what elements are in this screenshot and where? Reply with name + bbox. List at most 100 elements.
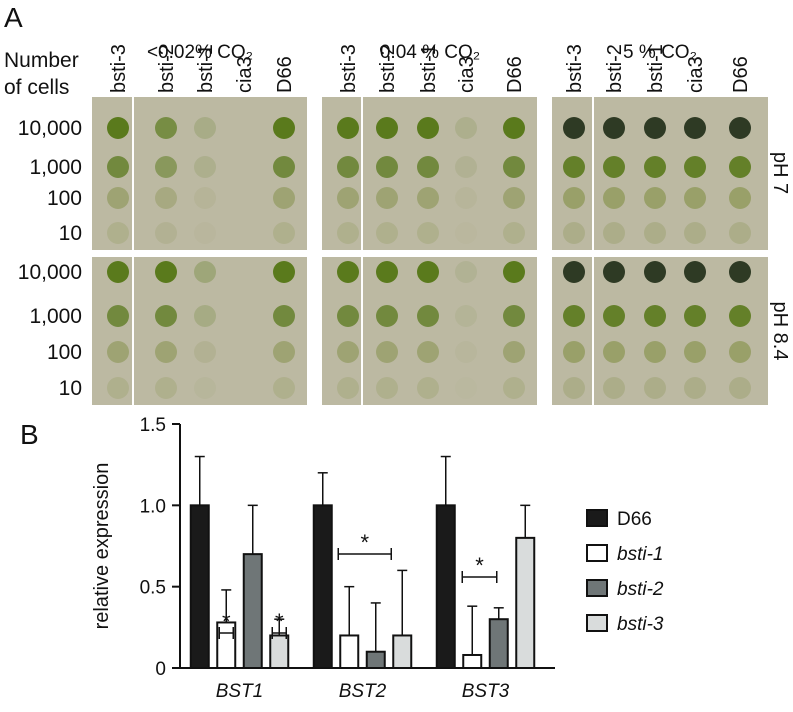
cell-spot [455,305,477,327]
cell-spot [503,305,525,327]
cell-spot [194,187,216,209]
cell-count: 10 [59,377,82,400]
strain-label: bsti-3 [108,44,130,93]
cell-spot [376,377,398,399]
cell-count: 100 [47,187,82,210]
cell-spot [563,305,585,327]
cell-spot [603,305,625,327]
x-tick-label: BST2 [339,681,387,702]
cell-spot [107,305,129,327]
cell-spot [155,117,177,139]
bar [339,634,360,670]
cell-spot [337,187,359,209]
cell-spot [455,222,477,244]
cell-spot [644,261,666,283]
cell-spot [563,156,585,178]
cell-spot [194,117,216,139]
strain-label: bsti-1 [195,44,217,93]
bar [242,553,263,670]
cell-spot [684,341,706,363]
strain-label: bsti-3 [564,44,586,93]
cell-spot [563,341,585,363]
cell-spot [194,305,216,327]
cell-spot [684,377,706,399]
strain-label: cia3 [234,56,256,93]
condition-label: <0.02% CO₂ [147,42,253,63]
cell-spot [107,261,129,283]
bar [189,504,210,670]
bar [392,634,413,670]
significance: * [275,609,284,634]
y-tick-label: 1.0 [140,496,166,517]
plate-photo [92,257,307,405]
cell-spot [337,305,359,327]
cell-spot [155,305,177,327]
cell-spot [684,305,706,327]
cell-spot [376,156,398,178]
cell-spot [603,261,625,283]
y-tick-label: 0.5 [140,578,166,599]
cell-spot [107,156,129,178]
cell-spot [107,117,129,139]
legend-swatch [586,614,608,632]
cell-spot [563,261,585,283]
cell-spot [107,377,129,399]
cell-spot [503,117,525,139]
cell-spot [455,187,477,209]
cell-spot [337,156,359,178]
cell-spot [417,117,439,139]
cell-spot [644,341,666,363]
cell-spot [155,341,177,363]
significance: * [360,530,369,555]
strain-label: cia3 [456,56,478,93]
cell-spot [155,156,177,178]
strain-label: bsti-3 [338,44,360,93]
cell-spot [503,156,525,178]
cell-spot [273,261,295,283]
cell-spot [729,377,751,399]
cell-spot [644,222,666,244]
significance: * [475,553,484,578]
cell-spot [684,261,706,283]
cell-spot [376,305,398,327]
cell-spot [684,156,706,178]
cell-spot [729,305,751,327]
legend-label: bsti-2 [617,579,664,600]
cell-spot [503,261,525,283]
cell-spot [107,341,129,363]
cell-spot [155,222,177,244]
strain-label: cia3 [685,56,707,93]
strain-label: bsti-1 [645,44,667,93]
strain-label: bsti-1 [418,44,440,93]
legend-label: D66 [617,509,652,530]
cell-spot [603,341,625,363]
cell-spot [644,117,666,139]
strain-label: D66 [274,56,296,93]
cell-spot [729,117,751,139]
cell-spot [417,377,439,399]
ph-label: pH 7 [769,152,791,194]
row-header: of cells [4,76,69,99]
cell-spot [273,305,295,327]
condition-label: 0.04 % CO₂ [380,42,480,63]
cell-spot [503,222,525,244]
strain-label: bsti-2 [377,44,399,93]
legend-label: bsti-3 [617,614,664,635]
cell-spot [417,222,439,244]
cell-spot [603,187,625,209]
panel-label: A [4,2,23,33]
bar [312,504,333,670]
cell-spot [155,377,177,399]
row-header: Number [4,49,79,72]
bar [435,504,456,670]
cell-spot [194,341,216,363]
legend-swatch [586,544,608,562]
cell-spot [417,261,439,283]
cell-spot [273,377,295,399]
strain-label: D66 [730,56,752,93]
ph-label: pH 8.4 [769,302,791,361]
cell-spot [684,187,706,209]
significance: * [222,609,231,634]
strain-label: bsti-2 [604,44,626,93]
cell-spot [194,156,216,178]
